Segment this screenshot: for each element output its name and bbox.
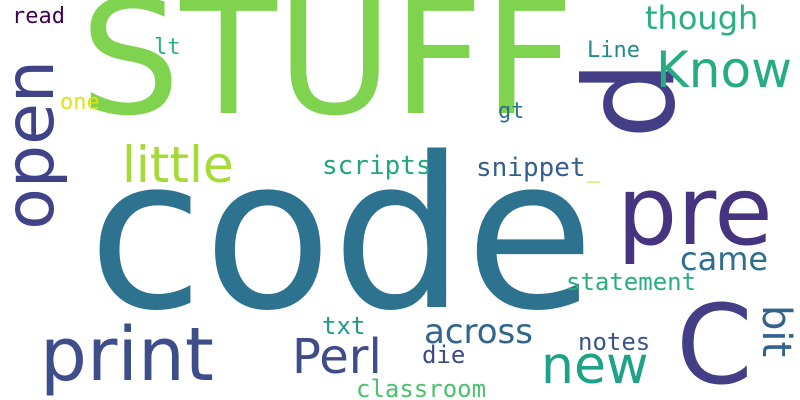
word-across: across (424, 312, 533, 352)
word-txt: txt (322, 312, 366, 340)
word-code: code (88, 112, 595, 357)
word-stuff: STUFF (80, 0, 575, 151)
word-pre: pre (617, 157, 773, 267)
word-know: Know (656, 41, 792, 99)
word-scripts: scripts (322, 151, 432, 181)
word-gt: gt (498, 99, 525, 124)
word-p: p (575, 60, 720, 140)
word-though: though (645, 0, 759, 37)
word-die: die (422, 341, 466, 369)
word-print: print (40, 312, 214, 398)
word-lt: lt (154, 35, 181, 60)
word-little: little (122, 136, 234, 194)
word-came: came (680, 240, 769, 278)
word-one: one (60, 90, 100, 115)
word-statement: statement (566, 268, 697, 296)
word-classroom: classroom (356, 375, 487, 400)
word-underscore: _ (587, 158, 601, 183)
word-c: C (676, 281, 753, 400)
word-read: read (12, 4, 65, 29)
word-snippet: snippet (476, 153, 586, 183)
word-notes: notes (578, 328, 651, 356)
word-perl: Perl (292, 329, 382, 385)
word-bit: bit (753, 305, 799, 358)
word-new: new (541, 336, 649, 396)
word-open: open (0, 60, 70, 230)
word-line: Line (587, 38, 640, 63)
